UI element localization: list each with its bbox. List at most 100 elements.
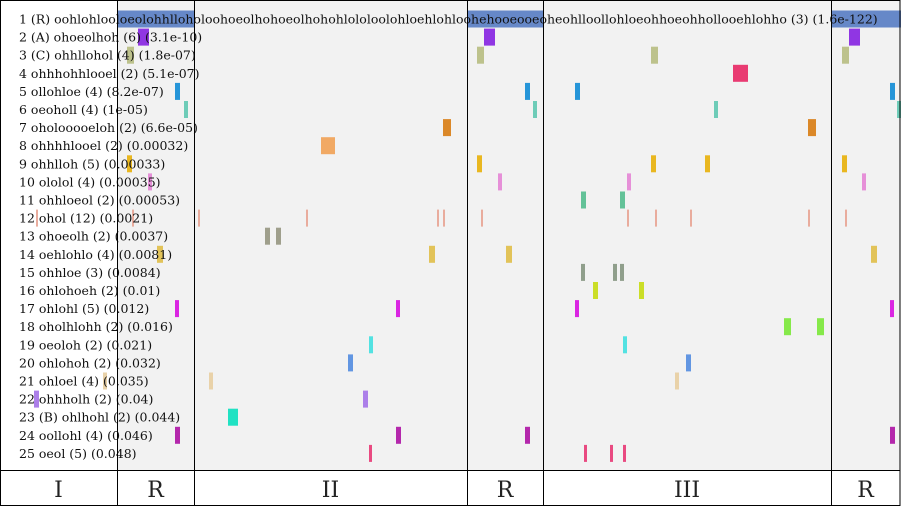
occurrence-mark	[639, 282, 644, 299]
segment-label: R	[147, 478, 165, 503]
occurrence-mark	[348, 354, 353, 372]
row-label: 8 ohhhhlooel (2) (0.00032)	[19, 138, 188, 153]
row-label: 14 oehlohlo (4) (0.0081)	[19, 247, 172, 262]
occurrence-mark	[157, 245, 163, 263]
occurrence-mark	[651, 155, 656, 173]
row-label: 20 ohlohoh (2) (0.032)	[19, 355, 161, 370]
occurrence-mark	[714, 101, 718, 118]
occurrence-mark	[623, 444, 626, 462]
row-label: 7 oholooooeloh (2) (6.6e-05)	[19, 120, 198, 135]
occurrence-mark	[118, 10, 194, 28]
occurrence-mark	[675, 372, 679, 390]
segment-label: I	[54, 478, 63, 503]
occurrence-mark	[132, 209, 134, 227]
occurrence-mark	[808, 119, 816, 137]
occurrence-mark	[103, 372, 107, 390]
occurrence-mark	[613, 263, 617, 281]
row-label: 16 ohlohoeh (2) (0.01)	[19, 283, 160, 298]
occurrence-mark	[651, 46, 658, 64]
segment-label: R	[857, 478, 875, 503]
occurrence-mark	[484, 28, 495, 46]
occurrence-mark	[627, 173, 631, 191]
occurrence-mark	[34, 390, 39, 408]
occurrence-mark	[817, 318, 824, 336]
occurrence-mark	[175, 426, 180, 444]
occurrence-mark	[690, 209, 692, 227]
occurrence-mark	[686, 354, 691, 372]
row-label: 3 (C) ohhllohol (4) (1.8e-07)	[19, 48, 196, 63]
row-label: 6 oeoholl (4) (1e-05)	[19, 102, 148, 117]
row-label: 2 (A) ohoeolhoh (6) (3.1e-10)	[19, 30, 202, 45]
segment-panel-1	[117, 1, 194, 470]
segment-panels	[117, 1, 900, 470]
occurrence-mark	[842, 155, 847, 173]
row-label: 1 (R) oohlohlooloeolohhlloholoohoeolhoho…	[19, 12, 878, 27]
occurrence-mark	[369, 336, 373, 354]
occurrence-mark	[897, 101, 901, 118]
row-label: 22 ohhholh (2) (0.04)	[19, 392, 153, 407]
occurrence-mark	[321, 137, 335, 155]
row-label: 12 ohol (12) (0.0021)	[19, 211, 153, 226]
occurrence-mark	[575, 82, 580, 100]
occurrence-mark	[127, 155, 132, 173]
occurrence-mark	[36, 209, 38, 227]
occurrence-mark	[506, 245, 512, 263]
occurrence-mark	[306, 209, 308, 227]
occurrence-mark	[581, 191, 586, 209]
occurrence-mark	[849, 28, 860, 46]
segment-label: II	[322, 478, 339, 503]
row-label: 9 ohhlloh (5) (0.00033)	[19, 156, 165, 171]
row-label: 18 oholhlohh (2) (0.016)	[19, 319, 173, 334]
row-label: 25 oeol (5) (0.048)	[19, 446, 137, 461]
occurrence-mark	[871, 245, 877, 263]
occurrence-mark	[890, 300, 894, 318]
row-labels: 1 (R) oohlohlooloeolohhlloholoohoeolhoho…	[19, 12, 878, 461]
occurrence-mark	[525, 426, 530, 444]
occurrence-mark	[209, 372, 213, 390]
occurrence-mark	[437, 209, 439, 227]
occurrence-mark	[443, 119, 451, 137]
occurrence-mark	[831, 10, 901, 28]
occurrence-mark	[584, 444, 587, 462]
row-label: 4 ohhhohhlooel (2) (5.1e-07)	[19, 66, 200, 81]
occurrence-mark	[138, 28, 149, 46]
occurrence-mark	[845, 209, 847, 227]
segment-panel-2	[194, 1, 467, 470]
row-label: 13 ohoeolh (2) (0.0037)	[19, 229, 168, 244]
row-label: 10 ololol (4) (0.00035)	[19, 174, 161, 189]
occurrence-mark	[443, 209, 445, 227]
occurrence-mark	[610, 444, 613, 462]
occurrence-mark	[620, 263, 624, 281]
row-label: 5 ollohloe (4) (8.2e-07)	[19, 84, 164, 99]
occurrence-mark	[127, 46, 134, 64]
occurrence-mark	[198, 209, 200, 227]
occurrence-mark	[481, 209, 483, 227]
occurrence-mark	[467, 10, 543, 28]
occurrence-mark	[890, 82, 895, 100]
segment-panel-4	[543, 1, 831, 470]
occurrence-mark	[396, 426, 401, 444]
occurrence-mark	[175, 300, 179, 318]
segment-label-strip: I R II R III R	[0, 470, 900, 506]
occurrence-mark	[842, 46, 849, 64]
occurrence-mark	[533, 101, 537, 118]
occurrence-mark	[184, 101, 188, 118]
occurrence-mark	[593, 282, 598, 299]
segment-label: III	[674, 478, 700, 503]
occurrence-mark	[623, 336, 627, 354]
occurrence-mark	[581, 263, 585, 281]
occurrence-mark	[175, 82, 180, 100]
occurrence-mark	[575, 300, 579, 318]
occurrence-mark	[733, 64, 748, 82]
occurrence-mark	[228, 408, 238, 426]
row-label: 17 ohlohl (5) (0.012)	[19, 301, 149, 316]
occurrence-mark	[477, 155, 482, 173]
occurrence-mark	[627, 209, 629, 227]
occurrence-mark	[369, 444, 372, 462]
row-label: 11 ohhloeol (2) (0.00053)	[19, 193, 180, 208]
occurrence-mark	[429, 245, 435, 263]
row-label: 21 ohloel (4) (0.035)	[19, 374, 149, 389]
occurrence-mark	[498, 173, 502, 191]
occurrence-mark	[396, 300, 400, 318]
